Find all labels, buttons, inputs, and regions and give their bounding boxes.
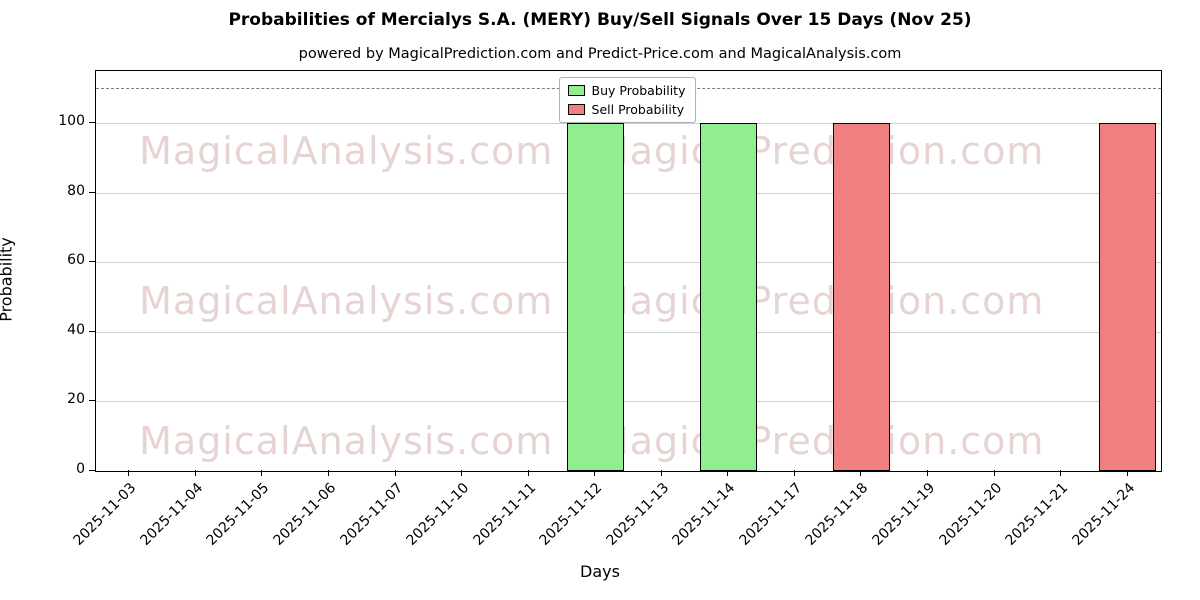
x-tick-mark — [660, 470, 662, 476]
chart-subtitle: powered by MagicalPrediction.com and Pre… — [298, 46, 902, 62]
x-tick-mark — [927, 470, 929, 476]
x-tick-label: 2025-11-12 — [536, 480, 606, 549]
y-gridline — [96, 192, 1161, 194]
y-gridline — [96, 262, 1161, 264]
x-tick-mark — [1060, 470, 1062, 476]
x-tick-mark — [261, 470, 263, 476]
watermark-text: MagicalAnalysis.com — [139, 419, 554, 463]
y-tick-label: 40 — [67, 321, 85, 338]
x-tick-mark — [727, 470, 729, 476]
x-tick-mark — [1126, 470, 1128, 476]
x-tick-label: 2025-11-11 — [470, 480, 539, 549]
y-gridline — [96, 331, 1161, 333]
y-tick-mark — [89, 122, 95, 124]
watermark-text: MagicalPrediction.com — [595, 279, 1045, 323]
watermark-text: MagicalAnalysis.com — [139, 129, 554, 173]
x-tick-label: 2025-11-05 — [203, 480, 273, 549]
y-tick-label: 20 — [67, 391, 85, 408]
y-tick-label: 80 — [67, 182, 85, 199]
x-tick-mark — [594, 470, 596, 476]
legend-label: Buy Probability — [591, 83, 686, 98]
x-tick-label: 2025-11-10 — [403, 480, 473, 549]
legend: Buy Probability Sell Probability — [558, 77, 697, 123]
y-gridline — [96, 123, 1161, 125]
x-tick-mark — [394, 470, 396, 476]
x-tick-label: 2025-11-19 — [869, 480, 939, 549]
chart-title: Probabilities of Mercialys S.A. (MERY) B… — [228, 10, 972, 30]
y-tick-label: 100 — [58, 113, 85, 130]
bar-sell-probability — [833, 123, 890, 471]
x-tick-label: 2025-11-06 — [270, 480, 340, 549]
y-tick-mark — [89, 261, 95, 263]
x-tick-mark — [793, 470, 795, 476]
x-tick-mark — [128, 470, 130, 476]
x-tick-label: 2025-11-24 — [1069, 480, 1139, 549]
x-tick-label: 2025-11-13 — [603, 480, 673, 549]
y-tick-mark — [89, 400, 95, 402]
x-tick-label: 2025-11-20 — [936, 480, 1005, 549]
x-axis-label: Days — [580, 562, 620, 581]
legend-entry: Buy Probability — [567, 83, 686, 98]
x-tick-label: 2025-11-07 — [336, 480, 406, 549]
watermark-text: MagicalPrediction.com — [595, 129, 1045, 173]
watermark-text: MagicalAnalysis.com — [139, 279, 554, 323]
y-tick-mark — [89, 191, 95, 193]
y-tick-mark — [89, 470, 95, 471]
y-axis-label: Probability — [0, 237, 16, 322]
watermark-text: MagicalPrediction.com — [595, 419, 1045, 463]
y-gridline — [96, 401, 1161, 403]
y-tick-label: 0 — [76, 461, 85, 477]
x-tick-label: 2025-11-03 — [70, 480, 140, 549]
legend-swatch — [567, 85, 585, 96]
x-tick-label: 2025-11-18 — [802, 480, 872, 549]
x-tick-label: 2025-11-21 — [1002, 480, 1072, 549]
x-tick-label: 2025-11-04 — [137, 480, 207, 549]
x-tick-mark — [860, 470, 862, 476]
legend-entry: Sell Probability — [567, 102, 686, 117]
x-tick-mark — [194, 470, 196, 476]
x-tick-mark — [327, 470, 329, 476]
bar-sell-probability — [1099, 123, 1156, 471]
bar-buy-probability — [700, 123, 757, 471]
legend-label: Sell Probability — [591, 102, 685, 117]
legend-swatch — [567, 104, 585, 115]
x-tick-mark — [527, 470, 529, 476]
x-tick-label: 2025-11-17 — [736, 480, 806, 549]
x-tick-mark — [461, 470, 463, 476]
x-tick-mark — [993, 470, 995, 476]
y-tick-mark — [89, 330, 95, 332]
x-tick-label: 2025-11-14 — [669, 480, 739, 549]
y-tick-label: 60 — [67, 252, 85, 269]
plot-area: MagicalAnalysis.com MagicalPrediction.com… — [95, 70, 1162, 472]
bar-buy-probability — [566, 123, 624, 471]
